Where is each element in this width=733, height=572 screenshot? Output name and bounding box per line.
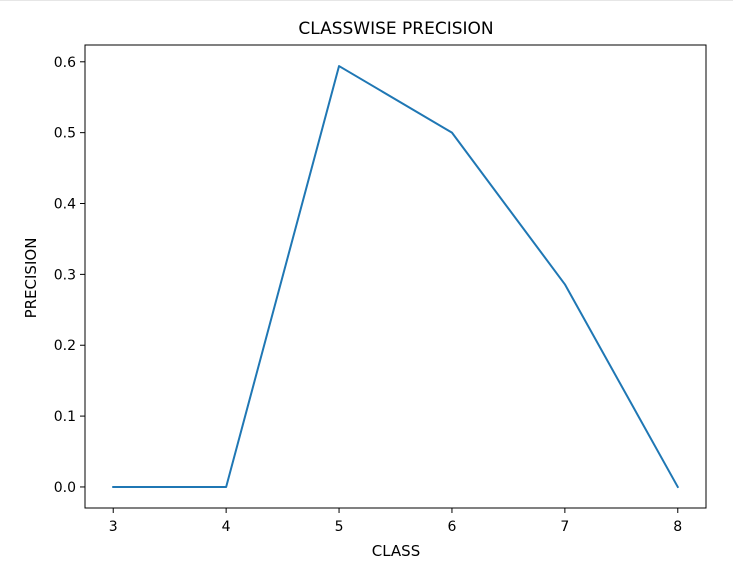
- y-axis-label: PRECISION: [22, 238, 40, 319]
- x-tick-label: 4: [222, 519, 231, 535]
- x-tick-label: 6: [447, 519, 456, 535]
- y-tick-label: 0.2: [54, 338, 76, 354]
- chart-title: CLASSWISE PRECISION: [298, 19, 493, 39]
- x-tick-label: 5: [335, 519, 344, 535]
- series-layer: [112, 65, 680, 489]
- y-axis-ticks: 0.0 0.1 0.2 0.3 0.4 0.5 0.6: [54, 55, 85, 496]
- top-divider: [0, 0, 733, 1]
- x-tick-label: 8: [673, 519, 682, 535]
- series-line: [112, 65, 680, 489]
- y-tick-label: 0.5: [54, 126, 76, 142]
- x-tick-label: 3: [109, 519, 118, 535]
- plot-area-frame: [84, 44, 707, 509]
- y-tick-label: 0.0: [54, 480, 76, 496]
- y-tick-label: 0.6: [54, 55, 76, 71]
- x-axis-label: CLASS: [372, 542, 420, 560]
- x-tick-label: 7: [560, 519, 569, 535]
- y-tick-label: 0.4: [54, 197, 76, 213]
- y-tick-label: 0.1: [54, 409, 76, 425]
- x-axis-ticks: 3 4 5 6 7 8: [109, 508, 682, 535]
- y-tick-label: 0.3: [54, 267, 76, 283]
